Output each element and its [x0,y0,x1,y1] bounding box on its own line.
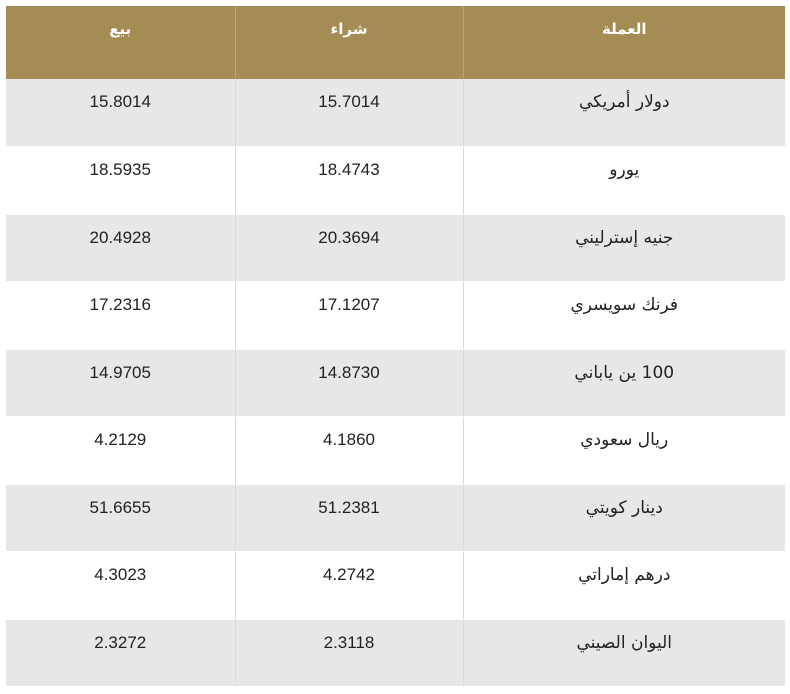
table-row: جنيه إسترليني 20.3694 20.4928 [6,214,785,282]
currency-name: دولار أمريكي [462,79,785,147]
header-row: العملة شراء بيع [6,6,785,79]
buy-rate: 18.4743 [234,146,463,215]
currency-name: دينار كويتي [462,484,785,552]
table-row: دينار كويتي 51.2381 51.6655 [6,484,785,552]
sell-rate: 15.8014 [6,79,235,147]
header-buy: شراء [234,6,463,79]
sell-rate: 17.2316 [6,281,235,350]
sell-rate: 4.3023 [6,551,235,620]
buy-rate: 4.1860 [234,416,463,485]
buy-rate: 20.3694 [234,214,463,282]
currency-name: 100 ين ياباني [462,349,785,417]
exchange-rates-table: العملة شراء بيع دولار أمريكي 15.7014 15.… [6,6,785,687]
table-row: ريال سعودي 4.1860 4.2129 [6,416,785,485]
exchange-rates-container: العملة شراء بيع دولار أمريكي 15.7014 15.… [6,6,785,687]
currency-name: ريال سعودي [462,416,785,485]
currency-name: يورو [462,146,785,215]
table-row: اليوان الصيني 2.3118 2.3272 [6,619,785,687]
currency-name: فرنك سويسري [462,281,785,350]
table-row: يورو 18.4743 18.5935 [6,146,785,215]
header-currency: العملة [462,6,785,79]
currency-name: اليوان الصيني [462,619,785,687]
sell-rate: 4.2129 [6,416,235,485]
table-body: دولار أمريكي 15.7014 15.8014 يورو 18.474… [6,79,785,687]
sell-rate: 14.9705 [6,349,235,417]
table-row: درهم إماراتي 4.2742 4.3023 [6,551,785,620]
table-row: 100 ين ياباني 14.8730 14.9705 [6,349,785,417]
sell-rate: 51.6655 [6,484,235,552]
buy-rate: 15.7014 [234,79,463,147]
currency-name: درهم إماراتي [462,551,785,620]
sell-rate: 2.3272 [6,619,235,687]
buy-rate: 4.2742 [234,551,463,620]
table-row: دولار أمريكي 15.7014 15.8014 [6,79,785,147]
currency-name: جنيه إسترليني [462,214,785,282]
buy-rate: 14.8730 [234,349,463,417]
buy-rate: 2.3118 [234,619,463,687]
buy-rate: 51.2381 [234,484,463,552]
sell-rate: 18.5935 [6,146,235,215]
sell-rate: 20.4928 [6,214,235,282]
header-sell: بيع [109,20,132,38]
table-header: العملة شراء بيع [6,6,785,79]
table-row: فرنك سويسري 17.1207 17.2316 [6,281,785,350]
buy-rate: 17.1207 [234,281,463,350]
